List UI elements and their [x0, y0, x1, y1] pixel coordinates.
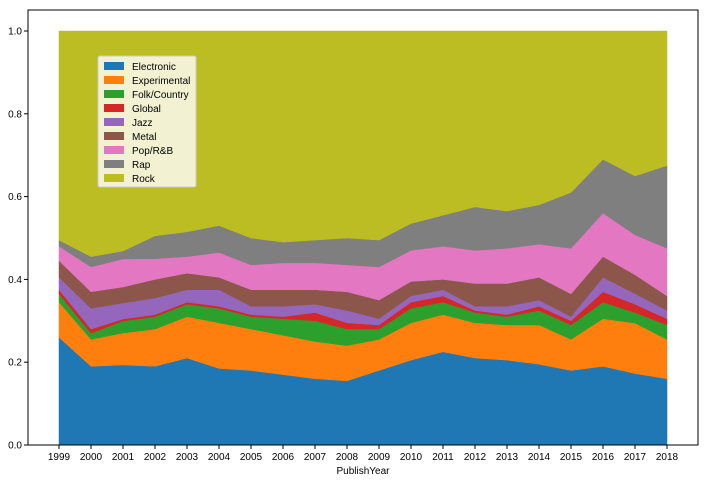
y-tick-label: 1.0 — [8, 27, 22, 38]
y-tick-label: 0.0 — [8, 441, 22, 452]
x-tick-label: 2008 — [336, 452, 359, 463]
area-series-group — [58, 30, 668, 446]
x-tick-label: 2006 — [272, 452, 295, 463]
x-tick-label: 2013 — [496, 452, 519, 463]
x-tick-label: 2002 — [144, 452, 167, 463]
y-tick-label: 0.2 — [8, 358, 22, 369]
y-tick-label: 0.6 — [8, 192, 22, 203]
legend-swatch-global — [104, 104, 124, 112]
legend-box — [97, 55, 197, 188]
legend-label-experimental: Experimental — [132, 76, 190, 87]
x-tick-label: 2009 — [368, 452, 391, 463]
x-tick-label: 2005 — [240, 452, 263, 463]
x-tick-label: 1999 — [48, 452, 71, 463]
legend-swatch-folk-country — [104, 90, 124, 98]
legend-swatch-pop-r-b — [104, 146, 124, 154]
x-tick-label: 2015 — [560, 452, 583, 463]
legend-swatch-rap — [104, 160, 124, 168]
x-tick-label: 2017 — [624, 452, 647, 463]
x-tick-label: 2010 — [400, 452, 423, 463]
y-tick-label: 0.8 — [8, 109, 22, 120]
legend-label-jazz: Jazz — [132, 118, 153, 129]
legend-swatch-metal — [104, 132, 124, 140]
legend: Electronic Experimental Folk/Country Global… — [97, 55, 197, 188]
y-tick-label: 0.4 — [8, 275, 22, 286]
x-axis: 1999 2000 2001 2002 2003 2004 2005 2006 2007 2008… — [48, 445, 679, 463]
legend-label-global: Global — [132, 104, 161, 115]
x-tick-label: 2014 — [528, 452, 551, 463]
x-tick-label: 2018 — [656, 452, 679, 463]
legend-label-folk-country: Folk/Country — [132, 90, 189, 101]
area-rock — [58, 30, 668, 257]
legend-swatch-rock — [104, 174, 124, 182]
x-tick-label: 2016 — [592, 452, 615, 463]
x-tick-label: 2007 — [304, 452, 327, 463]
x-tick-label: 2000 — [80, 452, 103, 463]
x-tick-label: 2001 — [112, 452, 135, 463]
legend-swatch-experimental — [104, 76, 124, 84]
legend-label-rap: Rap — [132, 160, 151, 171]
legend-swatch-electronic — [104, 62, 124, 70]
legend-label-pop-r-b: Pop/R&B — [132, 146, 173, 157]
x-tick-label: 2011 — [432, 452, 454, 463]
x-tick-label: 2004 — [208, 452, 231, 463]
legend-label-metal: Metal — [132, 132, 156, 143]
legend-swatch-jazz — [104, 118, 124, 126]
x-tick-label: 2003 — [176, 452, 199, 463]
legend-label-rock: Rock — [132, 174, 156, 185]
x-tick-label: 2012 — [464, 452, 487, 463]
x-axis-label: PublishYear — [336, 466, 390, 477]
y-axis: 0.0 0.2 0.4 0.6 0.8 1.0 — [8, 27, 28, 452]
legend-label-electronic: Electronic — [132, 62, 176, 73]
axes-frame — [27, 9, 699, 446]
